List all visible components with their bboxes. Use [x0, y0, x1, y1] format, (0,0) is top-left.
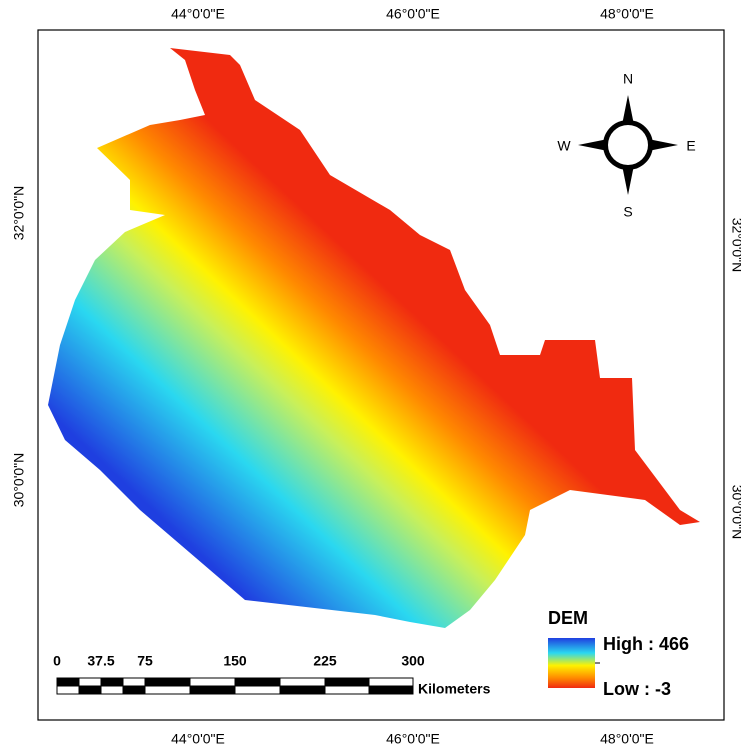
graticule-label: 46°0'0"E: [386, 6, 440, 22]
compass-label: N: [623, 71, 633, 87]
legend-label: High : 466: [603, 634, 689, 654]
scale-segment: [56, 677, 80, 687]
scale-segment: [122, 677, 146, 687]
scale-label: 300: [401, 653, 425, 669]
scale-segment: [279, 685, 326, 695]
map-frame: [37, 29, 725, 721]
graticule-label: 32°0'0"N: [729, 218, 741, 273]
scale-segment: [78, 677, 102, 687]
scale-segment: [189, 685, 236, 695]
graticule-label: 32°0'0"N: [11, 186, 27, 241]
scale-segment: [100, 685, 124, 695]
graticule-label: 48°0'0"E: [600, 731, 654, 747]
scale-bar: 0 37.5 75 150 225 300 Kilometers: [53, 653, 490, 697]
scale-segment: [144, 685, 191, 695]
legend-title: DEM: [548, 608, 588, 628]
scale-segment: [122, 685, 146, 695]
compass: [578, 95, 678, 195]
scale-segment: [368, 677, 414, 687]
compass-label: W: [557, 138, 571, 154]
scale-label: 75: [137, 653, 153, 669]
scale-segment: [324, 685, 370, 695]
scale-segment: [100, 677, 124, 687]
graticule-label: 44°0'0"E: [171, 731, 225, 747]
scale-unit: Kilometers: [418, 681, 491, 697]
scale-label: 150: [223, 653, 247, 669]
dem-raster: [48, 48, 700, 628]
scale-label: 0: [53, 653, 61, 669]
scale-segment: [78, 685, 102, 695]
compass-label: S: [623, 204, 632, 220]
legend-color-bar: [548, 638, 595, 688]
scale-segment: [56, 685, 80, 695]
compass-label: E: [686, 138, 695, 154]
graticule-label: 44°0'0"E: [171, 6, 225, 22]
scale-segment: [189, 677, 236, 687]
legend-label: Low : -3: [603, 679, 671, 699]
scale-segment: [234, 685, 281, 695]
scale-segment: [234, 677, 281, 687]
scale-label: 225: [313, 653, 337, 669]
scale-segment: [144, 677, 191, 687]
graticule-label: 48°0'0"E: [600, 6, 654, 22]
graticule-label: 30°0'0"N: [11, 453, 27, 508]
scale-segment: [368, 685, 414, 695]
graticule-label: 46°0'0"E: [386, 731, 440, 747]
scale-label: 37.5: [87, 653, 114, 669]
scale-segment: [279, 677, 326, 687]
scale-segment: [324, 677, 370, 687]
graticule-label: 30°0'0"N: [729, 485, 741, 540]
